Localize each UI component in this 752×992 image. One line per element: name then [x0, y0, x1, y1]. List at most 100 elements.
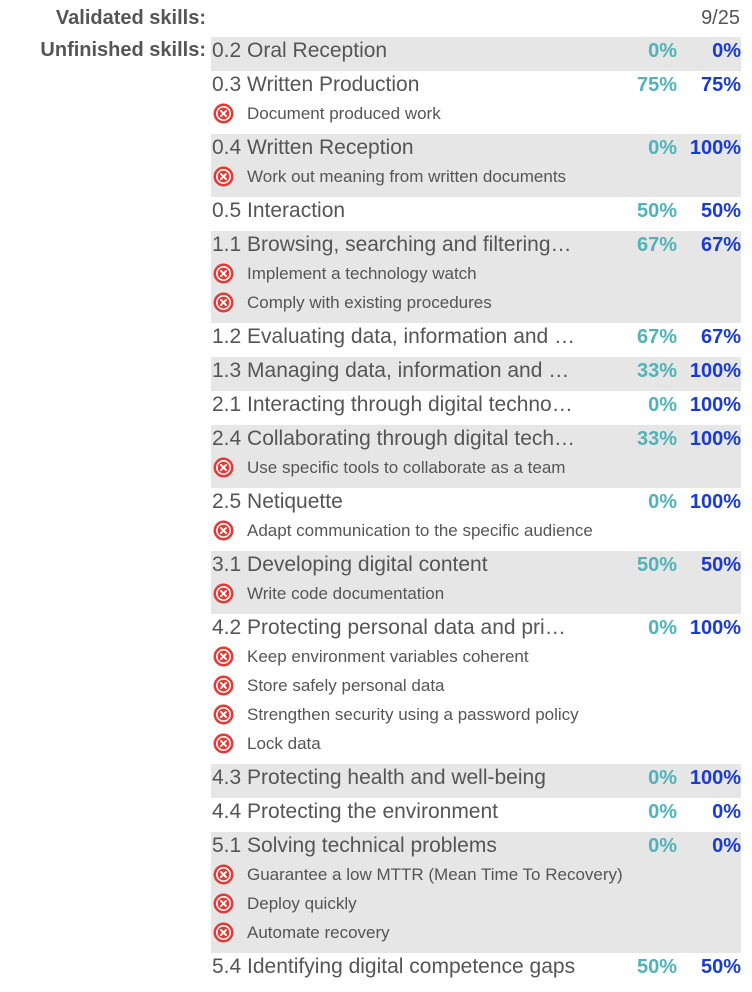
unfinished-subskill: Adapt communication to the specific audi… [211, 516, 741, 545]
skill-header: 5.4 Identifying digital competence gaps 5… [211, 953, 741, 981]
subskill-label: Keep environment variables coherent [247, 646, 529, 666]
subskill-label: Store safely personal data [247, 675, 445, 695]
unfinished-subskill: Store safely personal data [211, 671, 741, 700]
skill-target-percent: 100% [689, 428, 741, 450]
skill-header: 4.3 Protecting health and well-being 0% 10… [211, 764, 741, 792]
skill-item: 5.4 Identifying digital competence gaps 5… [211, 953, 741, 987]
skill-target-percent: 100% [689, 137, 741, 159]
skill-target-percent: 100% [689, 360, 741, 382]
unfinished-subskill: Guarantee a low MTTR (Mean Time To Recov… [211, 860, 741, 889]
skill-name: 1.1 Browsing, searching and filtering… [212, 233, 572, 256]
skill-item: 3.1 Developing digital content 50% 50% Writ… [211, 551, 741, 614]
skill-name: 2.1 Interacting through digital techno… [212, 393, 573, 416]
unfinished-skills-label: Unfinished skills: [40, 39, 206, 61]
validated-skills-count: 9/25 [701, 7, 740, 29]
unfinished-subskill: Implement a technology watch [211, 259, 741, 288]
failed-x-icon [213, 263, 234, 284]
unfinished-subskill: Work out meaning from written documents [211, 162, 741, 191]
skill-item: 4.2 Protecting personal data and pri… 0% 1… [211, 614, 741, 764]
skill-name: 0.3 Written Production [212, 73, 420, 96]
skill-header: 1.2 Evaluating data, information and … 67… [211, 323, 741, 351]
subskill-label: Use specific tools to collaborate as a t… [247, 457, 566, 477]
skill-target-percent: 0% [712, 801, 741, 823]
skill-target-percent: 50% [700, 200, 741, 222]
skill-item: 5.1 Solving technical problems 0% 0% Guaran… [211, 832, 741, 953]
skill-name: 3.1 Developing digital content [212, 553, 488, 576]
skill-item: 4.4 Protecting the environment 0% 0% [211, 798, 741, 832]
failed-x-icon [213, 520, 234, 541]
subskill-label: Document produced work [247, 103, 441, 123]
skill-progress-percent: 0% [648, 137, 677, 159]
unfinished-subskill: Write code documentation [211, 579, 741, 608]
skill-target-percent: 75% [700, 74, 741, 96]
skill-progress-percent: 33% [636, 360, 677, 382]
skill-progress-percent: 50% [636, 200, 677, 222]
skill-progress-percent: 50% [636, 554, 677, 576]
skill-header: 2.4 Collaborating through digital tech… 3… [211, 425, 741, 453]
skill-item: 2.5 Netiquette 0% 100% Adapt communication … [211, 488, 741, 551]
skill-target-percent: 50% [700, 956, 741, 978]
skill-header: 0.2 Oral Reception 0% 0% [211, 37, 741, 65]
skill-item: 1.2 Evaluating data, information and … 67… [211, 323, 741, 357]
skill-item: 0.4 Written Reception 0% 100% Work out mean… [211, 134, 741, 197]
skill-item: 1.1 Browsing, searching and filtering… 67… [211, 231, 741, 323]
skill-progress-percent: 67% [636, 326, 677, 348]
skill-name: 4.2 Protecting personal data and pri… [212, 616, 566, 639]
skill-target-percent: 0% [712, 835, 741, 857]
subskill-label: Comply with existing procedures [247, 292, 492, 312]
skill-name: 0.4 Written Reception [212, 136, 414, 159]
skill-name: 2.5 Netiquette [212, 490, 343, 513]
skill-progress-percent: 0% [648, 40, 677, 62]
unfinished-skills-list: 0.2 Oral Reception 0% 0% 0.3 Written Produc… [211, 37, 741, 987]
skill-header: 0.3 Written Production 75% 75% [211, 71, 741, 99]
subskill-label: Write code documentation [247, 583, 445, 603]
failed-x-icon [213, 457, 234, 478]
subskill-label: Strengthen security using a password pol… [247, 704, 579, 724]
skill-target-percent: 67% [700, 234, 741, 256]
skill-name: 5.4 Identifying digital competence gaps [212, 955, 576, 978]
failed-x-icon [213, 166, 234, 187]
skill-header: 0.4 Written Reception 0% 100% [211, 134, 741, 162]
skill-progress-percent: 0% [648, 835, 677, 857]
failed-x-icon [213, 292, 234, 313]
skill-header: 4.4 Protecting the environment 0% 0% [211, 798, 741, 826]
skill-target-percent: 100% [689, 491, 741, 513]
skill-progress-percent: 67% [636, 234, 677, 256]
skill-item: 2.1 Interacting through digital techno… 0… [211, 391, 741, 425]
unfinished-subskill: Document produced work [211, 99, 741, 128]
skill-progress-percent: 50% [636, 956, 677, 978]
skill-item: 1.3 Managing data, information and … 33% 1… [211, 357, 741, 391]
skill-target-percent: 100% [689, 394, 741, 416]
unfinished-subskill: Lock data [211, 729, 741, 758]
failed-x-icon [213, 864, 234, 885]
skill-item: 2.4 Collaborating through digital tech… 3… [211, 425, 741, 488]
skill-progress-percent: 0% [648, 801, 677, 823]
failed-x-icon [213, 583, 234, 604]
unfinished-subskill: Comply with existing procedures [211, 288, 741, 317]
subskill-label: Adapt communication to the specific audi… [247, 520, 593, 540]
skill-header: 2.1 Interacting through digital techno… 0… [211, 391, 741, 419]
skill-progress-percent: 0% [648, 394, 677, 416]
skill-target-percent: 50% [700, 554, 741, 576]
skill-item: 0.2 Oral Reception 0% 0% [211, 37, 741, 71]
skill-item: 0.5 Interaction 50% 50% [211, 197, 741, 231]
skill-header: 0.5 Interaction 50% 50% [211, 197, 741, 225]
failed-x-icon [213, 704, 234, 725]
skill-header: 1.1 Browsing, searching and filtering… 67… [211, 231, 741, 259]
unfinished-subskill: Use specific tools to collaborate as a t… [211, 453, 741, 482]
validated-skills-label: Validated skills: [55, 7, 206, 29]
skill-name: 5.1 Solving technical problems [212, 834, 497, 857]
failed-x-icon [213, 103, 234, 124]
skill-header: 4.2 Protecting personal data and pri… 0% 1… [211, 614, 741, 642]
skill-target-percent: 0% [712, 40, 741, 62]
skill-name: 4.3 Protecting health and well-being [212, 766, 546, 789]
unfinished-subskill: Automate recovery [211, 918, 741, 947]
unfinished-subskill: Strengthen security using a password pol… [211, 700, 741, 729]
subskill-label: Deploy quickly [247, 893, 357, 913]
failed-x-icon [213, 733, 234, 754]
skill-progress-percent: 33% [636, 428, 677, 450]
skill-item: 4.3 Protecting health and well-being 0% 10… [211, 764, 741, 798]
failed-x-icon [213, 893, 234, 914]
skill-name: 1.3 Managing data, information and … [212, 359, 570, 382]
skill-name: 4.4 Protecting the environment [212, 800, 499, 823]
